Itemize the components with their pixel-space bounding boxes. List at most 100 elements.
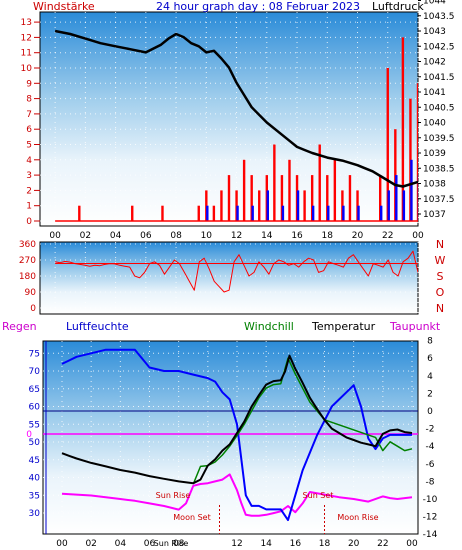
right-tick-label: 1044	[423, 0, 446, 7]
x-tick-label: 16	[291, 231, 303, 241]
temperature-tick-label: -8	[426, 477, 435, 487]
temperature-line	[61, 354, 413, 485]
wind-gust-bar	[318, 144, 321, 221]
x-tick-label: 00	[56, 539, 68, 549]
right-tick-label: 1038.5	[423, 164, 455, 174]
panel-wind-pressure: 01234567891011121310371037.510381038.510…	[21, 0, 455, 241]
wind-gust-bar	[131, 205, 134, 221]
wind-mean-bar	[387, 190, 390, 221]
moon-rise-annotation: Moon Rise	[337, 513, 378, 522]
x-tick-label: 06	[144, 539, 156, 549]
right-tick-label: 1042.5	[423, 42, 455, 52]
x-tick-label: 20	[352, 231, 364, 241]
compass-letter: S	[437, 270, 444, 283]
x-tick-label: 16	[290, 539, 302, 549]
sun-set-annotation: Sun Set	[303, 491, 334, 500]
temperature-tick-label: -10	[423, 495, 438, 505]
left-axis-label: Windstärke	[33, 0, 95, 13]
legend-taupunkt: Taupunkt	[389, 320, 441, 333]
right-tick-label: 1040.5	[423, 103, 455, 113]
right-tick-label: 1041	[423, 88, 446, 98]
x-tick-label: 10	[201, 231, 213, 241]
wind-mean-bar	[296, 190, 300, 221]
humidity-tick-label: 55	[29, 420, 40, 430]
wind-mean-bar	[342, 205, 345, 221]
legend-temperatur: Temperatur	[311, 320, 376, 333]
wind-mean-bar	[380, 205, 383, 221]
panel-2-series	[55, 250, 418, 293]
x-tick-label: 22	[377, 539, 388, 549]
right-tick-label: 1041.5	[423, 73, 455, 83]
x-tick-label: 04	[110, 231, 122, 241]
wind-gust-bar	[401, 37, 405, 222]
panel-2-plot-area	[39, 241, 419, 315]
wind-gust-bar	[288, 159, 291, 221]
left-tick-label: 7	[26, 110, 32, 120]
x-tick-label: 00	[406, 539, 418, 549]
temperature-tick-label: 4	[427, 372, 433, 382]
x-tick-label: 04	[115, 539, 127, 549]
left-tick-label: 0	[26, 217, 32, 227]
right-tick-label: 1043	[423, 27, 446, 37]
humidity-tick-label: 40	[29, 474, 41, 484]
panel-2-grid	[40, 242, 419, 314]
wind-mean-bar	[266, 190, 269, 221]
wind-gust-bar	[197, 205, 200, 221]
wind-gust-bar	[258, 190, 261, 221]
wind-gust-bar	[242, 159, 246, 221]
wind-gust-bar	[78, 205, 81, 221]
x-tick-label: 20	[348, 539, 360, 549]
legend-windchill: Windchill	[244, 320, 294, 333]
x-tick-label: 08	[173, 539, 185, 549]
sun-rise-tick-label: Sun Rise	[154, 539, 189, 548]
humidity-tick-label: 70	[29, 367, 41, 377]
x-tick-label: 14	[260, 539, 272, 549]
wind-mean-bar	[357, 205, 360, 221]
right-tick-label: 1038	[423, 180, 446, 190]
wind-mean-bar	[206, 205, 209, 221]
left-tick-label: 6	[26, 125, 32, 135]
pressure-line	[54, 29, 418, 188]
right-tick-label: 1043.5	[423, 12, 455, 22]
wind-mean-bar	[417, 175, 418, 221]
right-tick-label: 1037	[423, 210, 446, 220]
right-tick-label: 1042	[423, 58, 446, 68]
chart-title: 24 hour graph day : 08 Februar 2023	[156, 0, 360, 13]
temperature-tick-label: -12	[423, 513, 438, 523]
windchill-line	[192, 357, 413, 485]
left-tick-label: 5	[26, 141, 32, 151]
x-tick-label: 02	[85, 539, 96, 549]
wind-mean-bar	[281, 205, 285, 221]
temperature-tick-label: 0	[427, 407, 433, 417]
dewpoint-line	[61, 473, 413, 517]
direction-tick-label: 270	[19, 256, 36, 266]
panel-3-series: Sun Rise Sun Set Moon Set Moon Rise	[43, 348, 418, 534]
panel-3-axes: 3035404550556065707586420-2-4-6-8-10-12-…	[29, 337, 438, 549]
temperature-tick-label: -14	[423, 530, 438, 540]
wind-gust-bar	[250, 175, 253, 221]
temperature-tick-label: -6	[426, 460, 435, 470]
wind-gust-bar	[333, 159, 337, 221]
humidity-line	[61, 348, 412, 522]
compass-letter: N	[436, 302, 444, 315]
humidity-tick-label: 65	[29, 385, 40, 395]
x-tick-label: 08	[170, 231, 182, 241]
wind-gust-bar	[227, 175, 231, 221]
wind-gust-bar	[416, 83, 418, 221]
left-tick-label: 2	[26, 186, 32, 196]
right-tick-label: 1037.5	[423, 195, 455, 205]
panel-1-series	[54, 29, 418, 222]
wind-gust-bar	[386, 68, 389, 221]
left-tick-label: 12	[21, 33, 32, 43]
left-tick-label: 4	[26, 156, 32, 166]
wind-mean-bar	[410, 159, 413, 221]
wind-mean-bar	[251, 205, 254, 221]
humidity-tick-label: 45	[29, 456, 40, 466]
wind-mean-bar	[311, 205, 315, 221]
panel-3-grid	[43, 341, 418, 534]
wind-mean-bar	[236, 205, 239, 221]
direction-tick-label: 360	[19, 240, 36, 250]
wind-direction-line	[55, 250, 418, 293]
